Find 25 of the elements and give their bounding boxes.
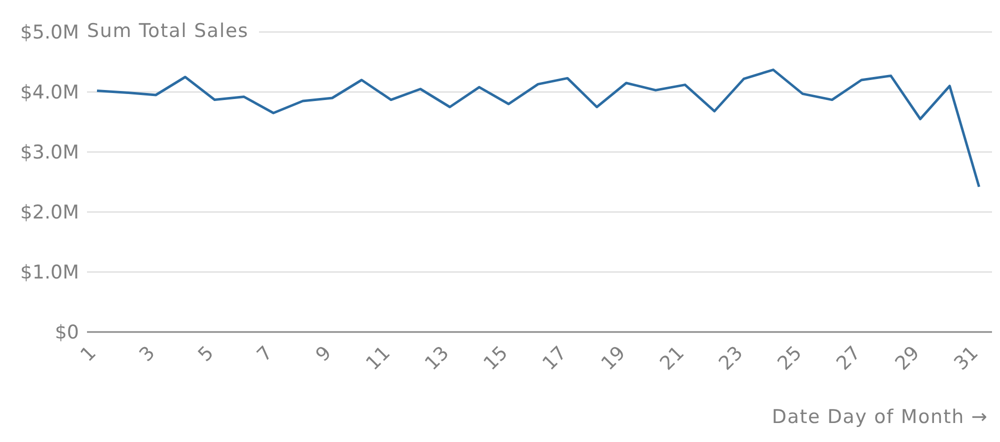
- line-series: [96, 68, 980, 188]
- x-tick-label: 1: [76, 342, 101, 366]
- x-tick-label: 27: [832, 342, 865, 375]
- x-tick-label: 31: [950, 342, 983, 375]
- y-tick-label: $2.0M: [20, 202, 79, 224]
- y-tick-label: $4.0M: [20, 82, 79, 104]
- x-tick-label: 19: [597, 342, 630, 375]
- x-tick-label: 9: [312, 342, 336, 366]
- x-axis-title: Date Day of Month →: [772, 405, 988, 430]
- x-tick-label: 7: [252, 342, 277, 366]
- x-tick-label: 5: [194, 342, 218, 366]
- y-axis-title: Sum Total Sales: [87, 18, 259, 44]
- x-tick-label: 17: [538, 342, 571, 375]
- x-tick-label: 25: [774, 342, 806, 375]
- y-tick-label: $5.0M: [20, 22, 79, 44]
- x-tick-label: 13: [420, 342, 454, 375]
- x-tick-label: 29: [891, 342, 924, 375]
- x-tick-label: 15: [480, 342, 512, 375]
- x-tick-label: 23: [714, 342, 748, 375]
- x-tick-label: 21: [656, 342, 689, 375]
- y-tick-label: $0: [54, 322, 79, 344]
- y-tick-label: $3.0M: [20, 142, 79, 164]
- x-tick-label: 3: [135, 342, 160, 366]
- y-tick-label: $1.0M: [20, 262, 79, 284]
- x-tick-label: 11: [362, 342, 395, 375]
